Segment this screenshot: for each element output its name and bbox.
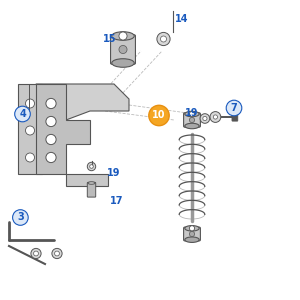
Polygon shape xyxy=(66,174,108,186)
Text: 4: 4 xyxy=(19,109,26,119)
Circle shape xyxy=(203,116,207,121)
Ellipse shape xyxy=(185,123,199,129)
Circle shape xyxy=(200,114,210,123)
Circle shape xyxy=(46,98,56,109)
FancyBboxPatch shape xyxy=(87,182,96,197)
Text: 10: 10 xyxy=(152,110,166,121)
Circle shape xyxy=(189,226,195,231)
Circle shape xyxy=(160,36,166,42)
Text: 7: 7 xyxy=(231,103,237,113)
Text: 15: 15 xyxy=(103,34,116,44)
Ellipse shape xyxy=(112,32,134,40)
Circle shape xyxy=(34,251,38,256)
Circle shape xyxy=(52,248,62,259)
Polygon shape xyxy=(36,84,129,120)
Circle shape xyxy=(46,134,56,145)
Circle shape xyxy=(210,112,221,122)
Circle shape xyxy=(189,111,195,117)
Circle shape xyxy=(189,231,195,237)
Circle shape xyxy=(15,106,30,122)
Circle shape xyxy=(87,162,96,171)
Text: 17: 17 xyxy=(110,196,124,206)
Circle shape xyxy=(119,45,127,53)
Circle shape xyxy=(13,210,28,225)
Circle shape xyxy=(90,165,93,168)
Ellipse shape xyxy=(185,111,199,117)
Circle shape xyxy=(26,153,34,162)
Text: 19: 19 xyxy=(185,107,199,118)
Polygon shape xyxy=(18,84,42,174)
Polygon shape xyxy=(36,84,90,174)
Circle shape xyxy=(46,116,56,127)
Circle shape xyxy=(213,115,218,119)
Ellipse shape xyxy=(88,182,95,184)
Text: 19: 19 xyxy=(107,167,121,178)
FancyBboxPatch shape xyxy=(184,113,200,127)
Circle shape xyxy=(149,105,169,126)
FancyBboxPatch shape xyxy=(184,227,200,241)
Ellipse shape xyxy=(185,237,199,242)
Text: 3: 3 xyxy=(17,212,24,223)
Circle shape xyxy=(26,99,34,108)
Circle shape xyxy=(46,152,56,163)
Ellipse shape xyxy=(112,59,134,67)
Circle shape xyxy=(26,126,34,135)
Circle shape xyxy=(55,251,59,256)
Circle shape xyxy=(157,32,170,46)
FancyBboxPatch shape xyxy=(110,35,136,64)
Circle shape xyxy=(189,117,195,123)
Ellipse shape xyxy=(185,226,199,231)
Circle shape xyxy=(119,32,127,40)
Circle shape xyxy=(31,248,41,259)
Circle shape xyxy=(226,100,242,116)
Text: 14: 14 xyxy=(175,14,188,25)
FancyBboxPatch shape xyxy=(232,113,238,121)
